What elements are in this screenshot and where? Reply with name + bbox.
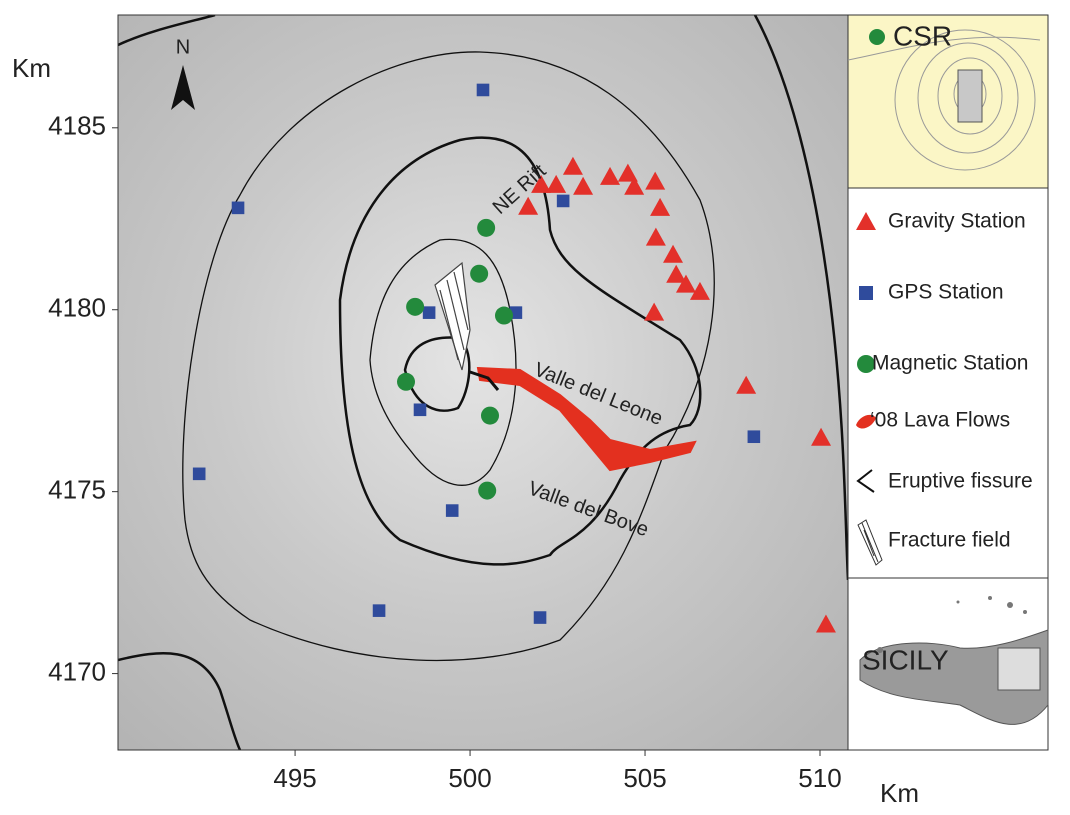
legend (848, 188, 1048, 578)
magnetic-station (397, 373, 415, 391)
study-area (958, 70, 982, 122)
legend-label: Fracture field (888, 529, 1011, 552)
legend-label: Gravity Station (888, 210, 1026, 233)
csr-station (869, 29, 885, 45)
x-tick-label: 495 (273, 763, 316, 793)
gps-station (534, 611, 547, 624)
y-tick-label: 4175 (48, 475, 106, 505)
gps-station (373, 604, 386, 617)
legend-label: GPS Station (888, 281, 1004, 304)
magnetic-station (477, 219, 495, 237)
magnetic-station (406, 298, 424, 316)
x-tick-label: 510 (798, 763, 841, 793)
north-label: N (176, 36, 190, 58)
y-tick-label: 4180 (48, 293, 106, 323)
gps-station (414, 403, 427, 416)
magnetic-station (478, 482, 496, 500)
inset-label: CSR (893, 20, 952, 51)
study-area (998, 648, 1040, 690)
magnetic-station (470, 265, 488, 283)
gps-station (748, 430, 761, 443)
x-tick-label: 500 (448, 763, 491, 793)
y-axis-label: Km (12, 53, 51, 83)
magnetic-station (495, 307, 513, 325)
magnetic-station (481, 407, 499, 425)
gps-station (232, 202, 245, 215)
x-tick-label: 505 (623, 763, 666, 793)
gps-station (557, 195, 570, 208)
y-tick-label: 4185 (48, 111, 106, 141)
gps-station (859, 286, 873, 300)
gps-station (477, 84, 490, 97)
map-background (118, 15, 848, 750)
x-axis-label: Km (880, 778, 919, 808)
gps-station (423, 306, 436, 319)
region-label: SICILY (862, 644, 949, 675)
y-tick-label: 4170 (48, 656, 106, 686)
legend-label: Eruptive fissure (888, 470, 1033, 493)
legend-label: Magnetic Station (872, 352, 1028, 375)
legend-label: ‘08 Lava Flows (870, 409, 1010, 432)
gps-station (193, 468, 206, 481)
gps-station (446, 504, 459, 517)
figure: Km Km N NE Rift Valle del Leone Valle de… (0, 0, 1070, 810)
